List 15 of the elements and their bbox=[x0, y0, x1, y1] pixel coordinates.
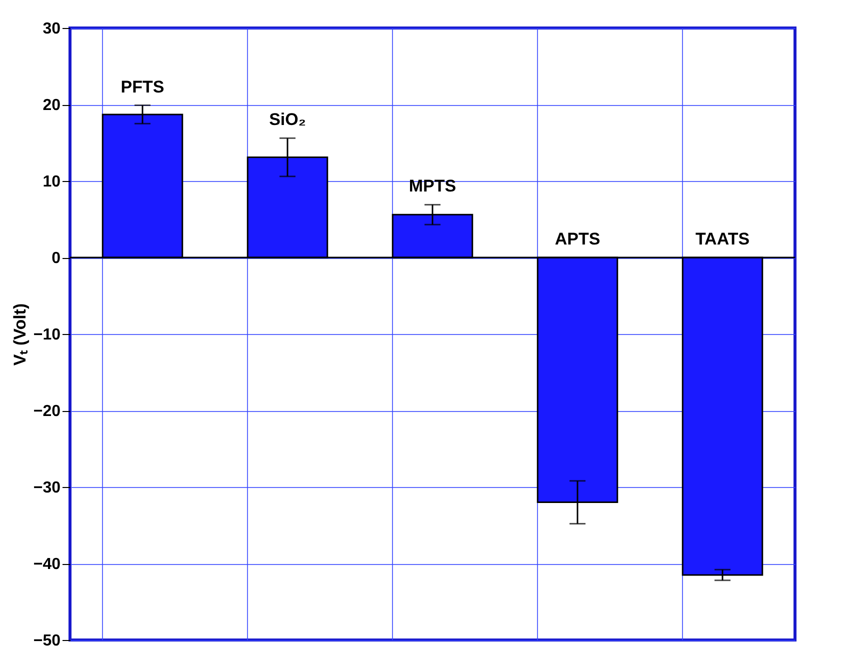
y-tick-label: −30 bbox=[33, 480, 61, 496]
y-tick-label: −50 bbox=[33, 632, 61, 650]
y-tick-label: −10 bbox=[33, 326, 61, 344]
x-tick-label: SiO₂ bbox=[269, 110, 306, 130]
x-tick-label: MPTS bbox=[408, 176, 456, 196]
x-tick-label: TAATS bbox=[695, 230, 750, 248]
y-tick-label: 20 bbox=[42, 97, 61, 114]
y-tick-label: −40 bbox=[33, 556, 61, 573]
y-tick-label: 10 bbox=[42, 174, 61, 190]
y-tick-label: −20 bbox=[33, 403, 61, 420]
y-tick-label: 0 bbox=[52, 250, 61, 267]
y-tick-label: 30 bbox=[42, 20, 61, 38]
x-tick-label: APTS bbox=[554, 230, 600, 248]
x-tick-label: PFTS bbox=[120, 77, 164, 96]
y-axis-title: Vₜ (Volt) bbox=[10, 303, 30, 366]
